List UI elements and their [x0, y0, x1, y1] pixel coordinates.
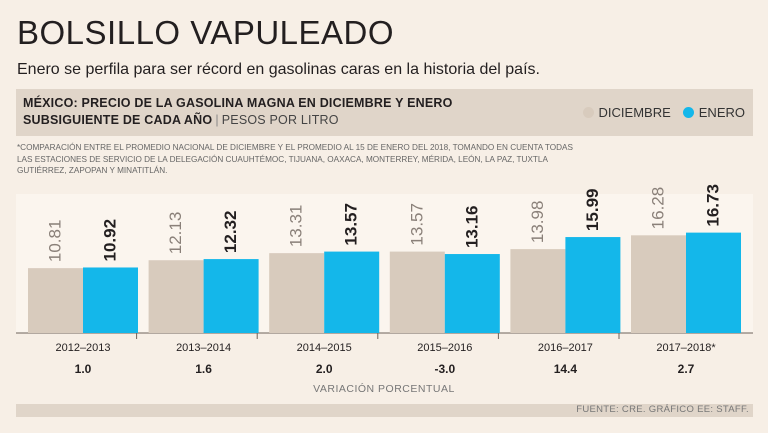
chart-unit: PESOS POR LITRO	[221, 113, 339, 127]
data-label-diciembre-2: 13.31	[287, 205, 306, 248]
legend-label-enero: ENERO	[698, 105, 745, 120]
data-label-enero-4: 15.99	[583, 189, 602, 232]
bar-enero-5	[686, 232, 741, 333]
variation-value-3: -3.0	[434, 362, 456, 376]
chart-title: MÉXICO: PRECIO DE LA GASOLINA MAGNA EN D…	[23, 96, 453, 127]
x-tick-label-0: 2012–2013	[55, 342, 110, 354]
bar-enero-4	[565, 237, 621, 333]
bar-diciembre-4	[510, 249, 566, 333]
bar-enero-1	[203, 259, 259, 333]
chart-legend: DICIEMBRE ENERO	[571, 105, 745, 120]
variation-value-0: 1.0	[74, 362, 92, 376]
page-title: BOLSILLO VAPULEADO	[17, 14, 395, 51]
source-credit: FUENTE: CRE. GRÁFICO EE: STAFF.	[576, 404, 749, 415]
data-label-diciembre-0: 10.81	[46, 220, 65, 263]
data-label-enero-0: 10.92	[101, 219, 120, 262]
data-label-diciembre-3: 13.57	[407, 203, 426, 246]
variation-value-2: 2.0	[315, 362, 333, 376]
data-label-enero-1: 12.32	[221, 211, 240, 254]
chart-footnote: *Comparación entre el promedio nacional …	[17, 143, 573, 175]
bar-diciembre-5	[631, 235, 686, 333]
variation-row: 1.0 1.6 2.0 -3.0 14.4 2.7	[16, 362, 753, 384]
legend-swatch-enero	[682, 107, 694, 118]
legend-label-diciembre: DICIEMBRE	[598, 105, 671, 120]
x-tick-label-3: 2015–2016	[417, 342, 472, 354]
x-tick-label-2: 2014–2015	[297, 342, 352, 354]
variation-value-1: 1.6	[195, 362, 212, 376]
data-label-enero-2: 13.57	[342, 203, 361, 246]
chart-title-line1: MÉXICO: PRECIO DE LA GASOLINA MAGNA EN D…	[23, 96, 453, 110]
footer-band: FUENTE: CRE. GRÁFICO EE: STAFF.	[16, 404, 753, 417]
legend-swatch-diciembre	[582, 107, 594, 118]
bar-enero-3	[444, 254, 500, 333]
variation-label: VARIACIÓN PORCENTUAL	[313, 383, 455, 395]
chart-title-line2: SUBSIGUIENTE DE CADA AÑO	[23, 113, 213, 127]
bar-diciembre-3	[389, 251, 445, 333]
variation-value-5: 2.7	[677, 362, 695, 376]
bar-chart: 10.81 10.92 2012–2013 12.13 12.32 2013–2014 13…	[16, 184, 753, 354]
data-label-enero-3: 13.16	[462, 205, 481, 248]
chart-header-band: MÉXICO: PRECIO DE LA GASOLINA MAGNA EN D…	[16, 89, 753, 136]
data-label-diciembre-1: 12.13	[166, 212, 185, 255]
bar-diciembre-1	[148, 260, 204, 333]
x-tick-label-4: 2016–2017	[538, 342, 593, 354]
bar-diciembre-2	[269, 253, 325, 333]
data-label-enero-5: 16.73	[704, 184, 723, 227]
chart-plot-area	[16, 194, 753, 333]
page-subtitle: Enero se perfila para ser récord en gaso…	[17, 61, 540, 78]
bar-diciembre-0	[28, 268, 83, 333]
data-label-diciembre-5: 16.28	[649, 187, 668, 230]
bar-enero-2	[324, 251, 380, 333]
bar-enero-0	[83, 267, 138, 333]
variation-value-4: 14.4	[553, 362, 578, 376]
x-tick-label-1: 2013–2014	[176, 342, 231, 354]
data-label-diciembre-4: 13.98	[528, 201, 547, 244]
x-tick-label-5: 2017–2018*	[656, 342, 716, 354]
